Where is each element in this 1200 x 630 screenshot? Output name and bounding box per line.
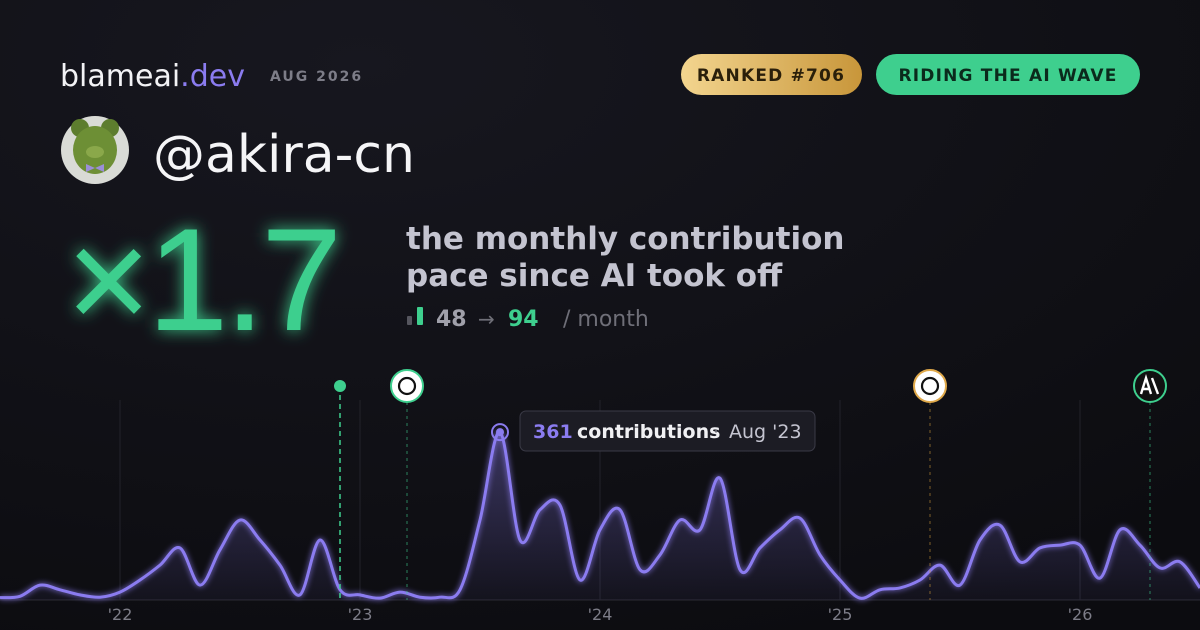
event-markers xyxy=(334,369,1167,600)
area xyxy=(0,432,1200,600)
line xyxy=(0,430,1200,600)
x-tick-label: '25 xyxy=(828,605,853,624)
peak-dot xyxy=(496,428,504,437)
brand-suffix: .dev xyxy=(180,59,245,94)
before-icon xyxy=(407,316,412,325)
tooltip-label: contributions xyxy=(577,421,720,443)
tooltip-value: 361 xyxy=(533,421,573,443)
rank-badge xyxy=(681,54,862,95)
arrow: → xyxy=(478,307,495,331)
event-icon xyxy=(1133,369,1167,403)
avatar xyxy=(61,116,129,184)
description-line: pace since AI took off xyxy=(406,258,783,294)
x-tick-label: '23 xyxy=(348,605,373,624)
x-tick-label: '26 xyxy=(1068,605,1093,624)
event-icon xyxy=(913,369,947,403)
username: @akira-cn xyxy=(153,125,415,185)
chart: '22 '23 '24 '25 '26 361 contributions· Aug '23 xyxy=(0,400,1200,624)
status-badge xyxy=(876,54,1140,95)
description-line: the monthly contribution xyxy=(406,221,844,257)
event-dot xyxy=(334,380,346,392)
multiplier: ×1.7 xyxy=(66,198,338,361)
x-tick-label: '22 xyxy=(108,605,133,624)
status-badge-text: RIDING THE AI WAVE xyxy=(898,66,1117,86)
brand: blameai.dev xyxy=(60,59,245,94)
after-icon xyxy=(417,307,423,325)
event-glyph xyxy=(920,376,940,396)
peak-ring xyxy=(491,423,509,442)
before-value: 48 xyxy=(436,307,467,332)
tooltip xyxy=(519,410,816,452)
period: AUG 2026 xyxy=(270,69,363,85)
x-tick-label: '24 xyxy=(588,605,613,624)
event-glyph xyxy=(1139,373,1160,395)
rank-badge-text: RANKED #706 xyxy=(697,66,845,86)
event-icon xyxy=(390,369,424,403)
after-value: 94 xyxy=(508,307,539,332)
event-glyph xyxy=(397,376,417,396)
tooltip-date: Aug '23 xyxy=(729,421,802,443)
unit: / month xyxy=(563,307,649,332)
brand-name: blameai xyxy=(60,59,180,94)
tooltip-separator: · xyxy=(713,421,719,443)
